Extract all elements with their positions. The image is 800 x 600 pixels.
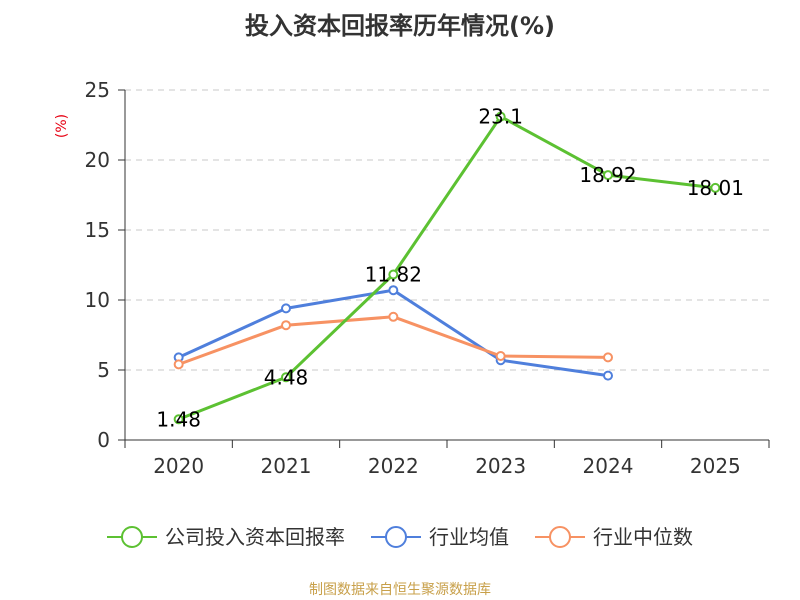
data-label: 11.82 [365, 263, 422, 287]
x-tick-label: 2024 [583, 454, 634, 478]
series-point [603, 352, 613, 363]
data-label-layer: 1.48 4.48 11.82 23.1 18.92 18.01 [156, 105, 744, 432]
source-note: 制图数据来自恒生聚源数据库 [309, 582, 491, 598]
y-tick-label: 10 [85, 288, 110, 312]
series-line [177, 315, 610, 366]
series-line [177, 288, 610, 378]
series-point [388, 285, 399, 296]
series-point [603, 370, 613, 381]
y-tick-label: 20 [85, 148, 110, 172]
data-label: 23.1 [478, 105, 523, 129]
x-tick-label: 2021 [261, 454, 312, 478]
series-point [388, 311, 399, 322]
series-point [173, 414, 184, 425]
series-point [281, 320, 291, 331]
y-tick-label: 0 [97, 428, 110, 452]
legend-swatch-marker [121, 526, 143, 548]
x-tick-label: 2022 [368, 454, 419, 478]
series-point [495, 111, 506, 122]
y-tick-label: 5 [97, 358, 110, 382]
y-tick-label: 25 [85, 78, 110, 102]
legend-label: 公司投入资本回报率 [165, 525, 345, 549]
series-point [281, 303, 291, 314]
series-point [495, 351, 506, 361]
x-tick-label: 2020 [153, 454, 204, 478]
data-label: 18.01 [687, 176, 744, 200]
chart-title: 投入资本回报率历年情况(%) [245, 12, 555, 40]
x-tick-label: 2025 [690, 454, 741, 478]
legend-swatch-marker [549, 526, 571, 548]
legend-label: 行业均值 [429, 525, 509, 549]
data-label: 18.92 [579, 163, 636, 187]
x-tick-label: 2023 [475, 454, 526, 478]
y-tick-label: 15 [85, 218, 110, 242]
data-label: 4.48 [264, 365, 309, 389]
series-point [173, 359, 184, 370]
legend: 公司投入资本回报率 行业均值 行业中位数 [107, 525, 693, 549]
series-point [281, 372, 291, 383]
data-label: 1.48 [156, 407, 201, 431]
series-layer [173, 111, 721, 425]
series-line [177, 115, 717, 421]
grid-layer [125, 89, 769, 371]
series-point [710, 182, 721, 193]
y-axis-unit-label: (%) [54, 114, 70, 138]
series-point [603, 170, 613, 181]
series-point [388, 269, 399, 280]
legend-label: 行业中位数 [593, 525, 693, 549]
legend-swatch-marker [385, 526, 407, 548]
